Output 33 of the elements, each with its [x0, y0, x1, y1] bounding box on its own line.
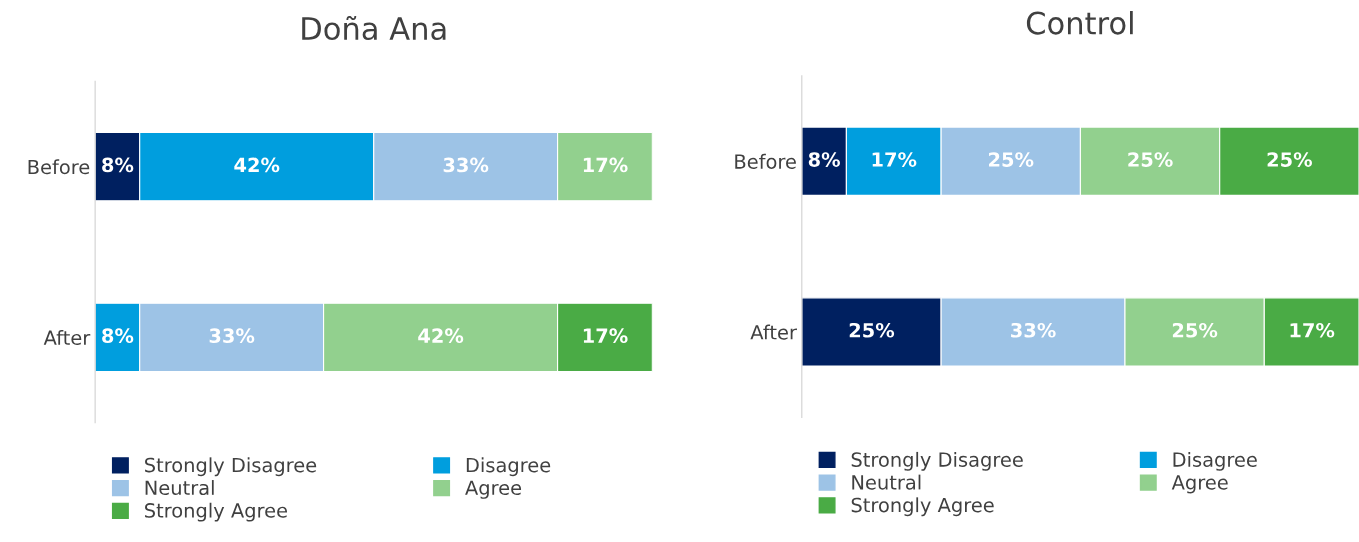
y-tick-label: After: [750, 324, 797, 340]
legend-label: Strongly Agree: [145, 502, 288, 522]
data-label: 33%: [209, 328, 255, 344]
y-tick-label: After: [43, 330, 91, 346]
data-label: 8%: [808, 152, 840, 167]
data-label: 42%: [234, 157, 280, 173]
legend-label: Disagree: [466, 457, 551, 477]
legend-label: Neutral: [852, 474, 921, 490]
chart-title: Control: [1026, 11, 1133, 35]
data-label: 33%: [443, 157, 489, 173]
data-label: 42%: [418, 328, 464, 344]
data-label: 25%: [989, 152, 1034, 167]
y-tick-label: Before: [735, 153, 796, 169]
data-label: 17%: [872, 152, 917, 167]
legend-label: Agree: [1171, 475, 1228, 494]
legend-label: Agree: [465, 480, 522, 499]
data-label: 25%: [849, 322, 895, 338]
legend-label: Strongly Disagree: [145, 457, 317, 477]
legend-label: Neutral: [145, 480, 214, 496]
data-label: 17%: [583, 328, 628, 344]
legend-label: Strongly Disagree: [851, 451, 1023, 471]
data-label: 25%: [1128, 152, 1173, 167]
data-label: 25%: [1267, 152, 1312, 167]
data-label: 17%: [583, 157, 628, 173]
legend-label: Disagree: [1173, 451, 1257, 471]
data-label: 33%: [1011, 322, 1056, 338]
data-label: 8%: [102, 157, 134, 173]
data-label: 17%: [1290, 322, 1335, 338]
data-label: 25%: [1172, 322, 1218, 338]
legend-label: Strongly Agree: [851, 497, 994, 517]
chart-title: Doña Ana: [302, 15, 446, 41]
data-label: 8%: [102, 328, 134, 344]
y-tick-label: Before: [28, 159, 90, 175]
